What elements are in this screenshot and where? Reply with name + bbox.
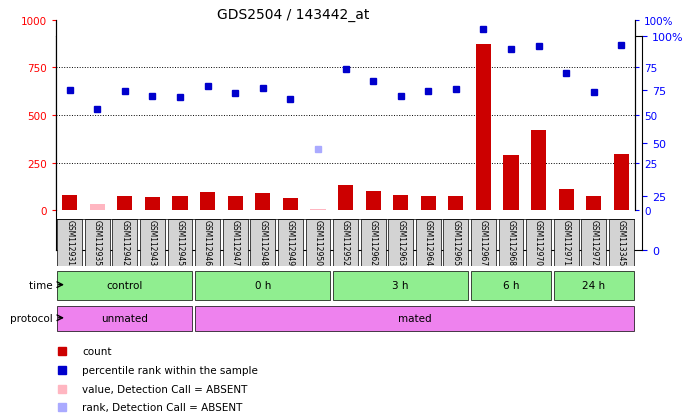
Bar [421,197,436,211]
FancyBboxPatch shape [443,219,468,266]
FancyBboxPatch shape [195,306,634,331]
Text: 24 h: 24 h [582,280,605,290]
FancyBboxPatch shape [112,219,138,266]
Bar [117,197,133,211]
Bar [144,198,160,211]
Text: unmated: unmated [101,313,148,323]
Bar [503,156,519,211]
Text: GSM112950: GSM112950 [313,220,322,266]
Bar [366,192,380,211]
Text: GSM112964: GSM112964 [424,220,433,266]
FancyBboxPatch shape [416,219,440,266]
Text: GSM112943: GSM112943 [148,220,157,266]
FancyBboxPatch shape [471,272,551,300]
Bar [89,205,105,211]
Bar [62,195,77,211]
FancyBboxPatch shape [57,306,193,331]
FancyBboxPatch shape [498,219,524,266]
FancyBboxPatch shape [251,219,275,266]
Text: GSM112946: GSM112946 [203,220,212,266]
Bar [200,192,215,211]
Text: GSM112967: GSM112967 [479,220,488,266]
Bar [311,210,325,211]
FancyBboxPatch shape [333,272,468,300]
FancyBboxPatch shape [195,219,220,266]
Text: GSM112970: GSM112970 [534,220,543,266]
Text: 0 h: 0 h [255,280,271,290]
FancyBboxPatch shape [526,219,551,266]
Text: GSM112952: GSM112952 [341,220,350,266]
Text: control: control [107,280,143,290]
Text: GSM112935: GSM112935 [93,220,102,266]
Text: GSM112971: GSM112971 [562,220,571,266]
FancyBboxPatch shape [57,272,193,300]
FancyBboxPatch shape [223,219,248,266]
FancyBboxPatch shape [581,219,606,266]
FancyBboxPatch shape [140,219,165,266]
Text: GSM112968: GSM112968 [507,220,516,266]
FancyBboxPatch shape [195,272,330,300]
Text: GSM112965: GSM112965 [452,220,461,266]
Bar [558,190,574,211]
FancyBboxPatch shape [278,219,303,266]
Text: GSM112963: GSM112963 [396,220,405,266]
Text: value, Detection Call = ABSENT: value, Detection Call = ABSENT [82,384,247,394]
Text: percentile rank within the sample: percentile rank within the sample [82,365,258,375]
Text: GSM112972: GSM112972 [589,220,598,266]
FancyBboxPatch shape [554,219,579,266]
Text: mated: mated [398,313,431,323]
Bar [283,198,298,211]
Text: 3 h: 3 h [392,280,409,290]
Bar [614,154,629,211]
Text: GSM112947: GSM112947 [230,220,239,266]
Text: GSM112949: GSM112949 [286,220,295,266]
FancyBboxPatch shape [333,219,358,266]
FancyBboxPatch shape [57,219,82,266]
Text: GSM112945: GSM112945 [175,220,184,266]
Text: GDS2504 / 143442_at: GDS2504 / 143442_at [217,8,369,22]
Text: rank, Detection Call = ABSENT: rank, Detection Call = ABSENT [82,402,242,412]
Text: GSM112942: GSM112942 [120,220,129,266]
FancyBboxPatch shape [554,272,634,300]
Text: protocol: protocol [10,313,56,323]
Bar [338,186,353,211]
FancyBboxPatch shape [306,219,330,266]
FancyBboxPatch shape [471,219,496,266]
FancyBboxPatch shape [85,219,110,266]
Text: 6 h: 6 h [503,280,519,290]
Bar [586,197,602,211]
Text: count: count [82,346,112,356]
Text: GSM113345: GSM113345 [617,220,626,266]
FancyBboxPatch shape [168,219,193,266]
Bar [476,45,491,211]
Text: GSM112948: GSM112948 [258,220,267,266]
Bar [228,197,243,211]
Text: time: time [29,280,56,290]
FancyBboxPatch shape [388,219,413,266]
FancyBboxPatch shape [361,219,385,266]
Bar [255,194,270,211]
Bar [448,197,463,211]
Bar [172,197,188,211]
Bar [393,195,408,211]
Text: GSM112931: GSM112931 [65,220,74,266]
FancyBboxPatch shape [609,219,634,266]
Bar [531,131,547,211]
Text: GSM112962: GSM112962 [369,220,378,266]
